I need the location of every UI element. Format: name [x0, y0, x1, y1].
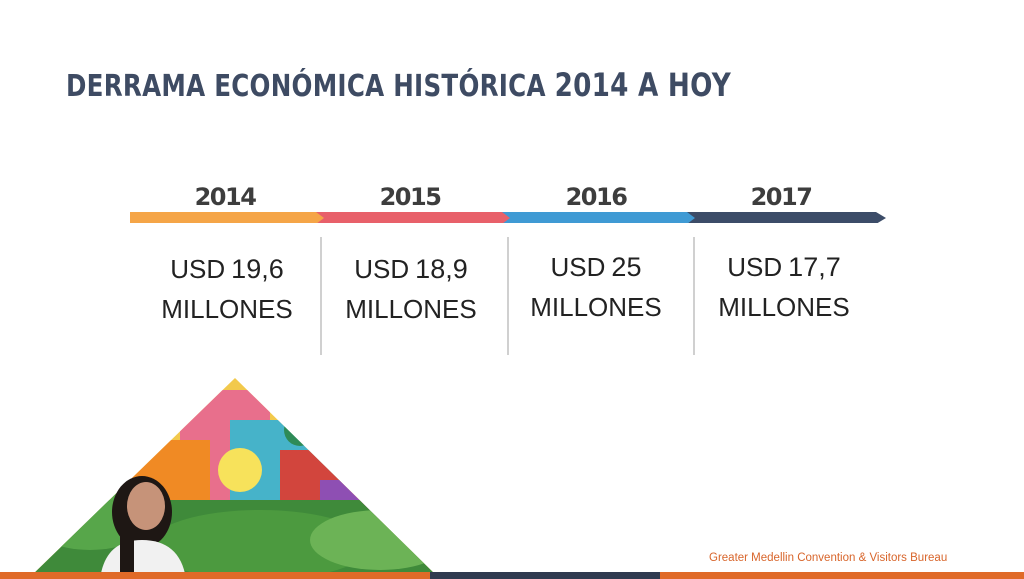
footer-organization: Greater Medellin Convention & Visitors B… — [709, 552, 948, 564]
year-2016: 2016 — [565, 183, 628, 211]
bottom-bar-left — [0, 572, 430, 579]
segment-2014 — [130, 212, 328, 223]
bottom-bar-middle — [430, 572, 660, 579]
currency: USD — [550, 252, 606, 282]
amount-2014: USD 19,6 MILLONES — [137, 249, 317, 329]
title-part-2: 2014 A HOY — [554, 66, 731, 104]
amount-2016: USD 25 MILLONES — [506, 247, 686, 327]
segment-2015 — [316, 212, 514, 223]
amount-2015: USD 18,9 MILLONES — [321, 249, 501, 329]
timeline: 2014 2015 2016 2017 USD 19,6 MILLONES USD… — [128, 175, 888, 365]
title-part-1: DERRAMA ECONÓMICA HISTÓRICA — [66, 69, 555, 104]
amount-value: 18,9 — [415, 254, 468, 284]
divider — [320, 237, 322, 355]
year-2015: 2015 — [379, 183, 442, 211]
currency: USD — [170, 254, 226, 284]
amount-unit: MILLONES — [161, 294, 293, 324]
amount-value: 25 — [611, 252, 642, 282]
page-title: DERRAMA ECONÓMICA HISTÓRICA 2014 A HOY — [66, 66, 731, 104]
amount-value: 17,7 — [788, 252, 841, 282]
woman-figure — [100, 476, 186, 579]
divider — [693, 237, 695, 355]
divider — [507, 237, 509, 355]
year-2014: 2014 — [194, 183, 257, 211]
mural-photo — [28, 378, 440, 579]
amount-value: 19,6 — [231, 254, 284, 284]
amount-unit: MILLONES — [718, 292, 850, 322]
year-2017: 2017 — [750, 183, 813, 211]
currency: USD — [727, 252, 783, 282]
amount-unit: MILLONES — [530, 292, 662, 322]
segment-2016 — [502, 212, 699, 223]
currency: USD — [354, 254, 410, 284]
bottom-bar-right — [660, 572, 1024, 579]
amount-unit: MILLONES — [345, 294, 477, 324]
amount-2017: USD 17,7 MILLONES — [694, 247, 874, 327]
segment-2017 — [687, 212, 886, 223]
timeline-arrow — [130, 212, 886, 223]
